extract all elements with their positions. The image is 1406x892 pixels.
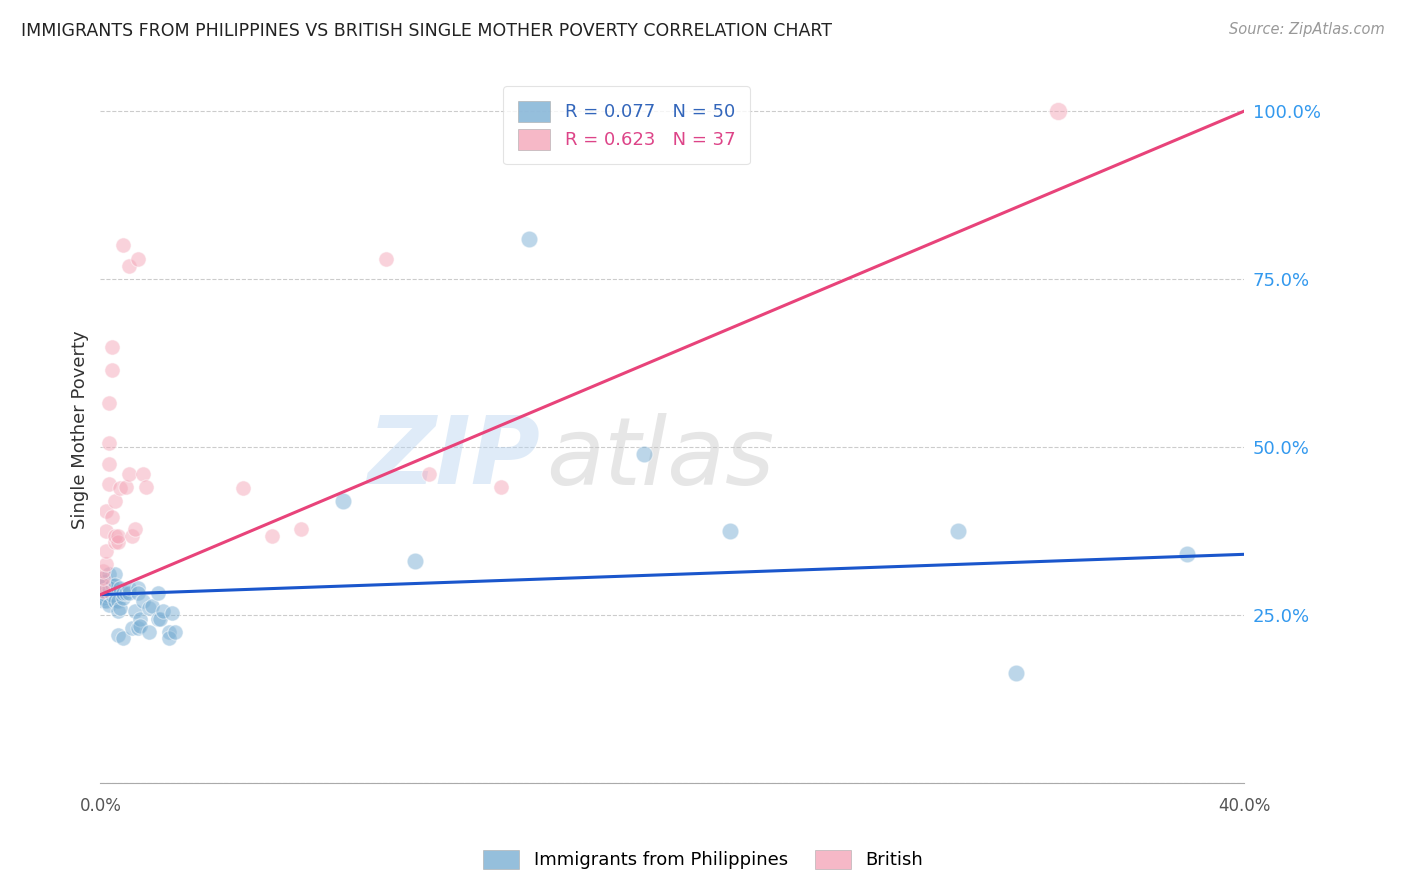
Point bbox=[138, 601, 160, 615]
Point bbox=[91, 564, 114, 578]
Point bbox=[91, 571, 114, 585]
Point bbox=[97, 567, 120, 582]
Point bbox=[121, 528, 143, 542]
Point bbox=[332, 493, 354, 508]
Point bbox=[107, 628, 129, 642]
Point bbox=[104, 594, 127, 608]
Text: atlas: atlas bbox=[547, 413, 775, 504]
Point bbox=[141, 599, 163, 613]
Point bbox=[1047, 103, 1070, 118]
Point bbox=[110, 482, 132, 496]
Point bbox=[118, 581, 141, 595]
Point bbox=[118, 259, 141, 273]
Point bbox=[1004, 666, 1026, 681]
Point bbox=[118, 467, 141, 481]
Point bbox=[104, 567, 127, 582]
Point bbox=[157, 632, 180, 646]
Point bbox=[124, 604, 146, 618]
Point bbox=[948, 524, 970, 538]
Point bbox=[146, 585, 169, 599]
Point bbox=[94, 588, 117, 602]
Text: Source: ZipAtlas.com: Source: ZipAtlas.com bbox=[1229, 22, 1385, 37]
Point bbox=[138, 624, 160, 639]
Point bbox=[121, 621, 143, 635]
Point bbox=[107, 528, 129, 542]
Point bbox=[97, 476, 120, 491]
Point bbox=[127, 585, 149, 599]
Point bbox=[260, 528, 283, 542]
Point bbox=[152, 604, 174, 618]
Point bbox=[97, 581, 120, 595]
Point bbox=[97, 457, 120, 471]
Point bbox=[104, 577, 127, 591]
Point bbox=[418, 467, 440, 481]
Point bbox=[104, 493, 127, 508]
Point bbox=[110, 601, 132, 615]
Point bbox=[91, 591, 114, 605]
Point bbox=[112, 591, 135, 605]
Text: IMMIGRANTS FROM PHILIPPINES VS BRITISH SINGLE MOTHER POVERTY CORRELATION CHART: IMMIGRANTS FROM PHILIPPINES VS BRITISH S… bbox=[21, 22, 832, 40]
Point bbox=[127, 581, 149, 595]
Legend: R = 0.077   N = 50, R = 0.623   N = 37: R = 0.077 N = 50, R = 0.623 N = 37 bbox=[503, 87, 749, 164]
Point bbox=[129, 619, 152, 633]
Point bbox=[1175, 547, 1198, 561]
Point bbox=[104, 535, 127, 549]
Point bbox=[110, 581, 132, 595]
Point bbox=[94, 544, 117, 558]
Point bbox=[112, 585, 135, 599]
Point bbox=[112, 238, 135, 252]
Point bbox=[290, 522, 312, 536]
Point bbox=[135, 480, 157, 494]
Point bbox=[94, 558, 117, 572]
Point bbox=[107, 604, 129, 618]
Point bbox=[112, 632, 135, 646]
Point bbox=[375, 252, 398, 266]
Point bbox=[101, 341, 124, 355]
Y-axis label: Single Mother Poverty: Single Mother Poverty bbox=[72, 331, 89, 529]
Point bbox=[132, 594, 155, 608]
Point bbox=[97, 396, 120, 410]
Legend: Immigrants from Philippines, British: Immigrants from Philippines, British bbox=[474, 841, 932, 879]
Point bbox=[101, 588, 124, 602]
Point bbox=[91, 584, 114, 599]
Point bbox=[163, 624, 186, 639]
Point bbox=[489, 480, 512, 494]
Point bbox=[97, 436, 120, 450]
Point bbox=[146, 612, 169, 626]
Point bbox=[94, 524, 117, 538]
Point bbox=[232, 482, 254, 496]
Point bbox=[127, 252, 149, 266]
Point bbox=[132, 467, 155, 481]
Point bbox=[94, 594, 117, 608]
Point bbox=[129, 612, 152, 626]
Point bbox=[107, 594, 129, 608]
Point bbox=[160, 606, 183, 620]
Point bbox=[104, 528, 127, 542]
Point bbox=[149, 612, 172, 626]
Point bbox=[517, 232, 540, 246]
Point bbox=[94, 581, 117, 595]
Point bbox=[157, 624, 180, 639]
Point bbox=[404, 554, 426, 568]
Text: ZIP: ZIP bbox=[368, 412, 541, 504]
Point bbox=[633, 446, 655, 460]
Point bbox=[94, 574, 117, 589]
Point bbox=[94, 503, 117, 517]
Point bbox=[91, 571, 114, 585]
Point bbox=[101, 577, 124, 591]
Point bbox=[115, 585, 138, 599]
Point bbox=[718, 524, 741, 538]
Point bbox=[101, 510, 124, 524]
Point bbox=[97, 598, 120, 612]
Point bbox=[118, 585, 141, 599]
Point bbox=[107, 535, 129, 549]
Point bbox=[91, 584, 114, 599]
Point bbox=[115, 480, 138, 494]
Point bbox=[91, 577, 114, 591]
Point bbox=[124, 522, 146, 536]
Point bbox=[91, 577, 114, 591]
Point bbox=[127, 621, 149, 635]
Point bbox=[97, 584, 120, 599]
Point bbox=[101, 362, 124, 376]
